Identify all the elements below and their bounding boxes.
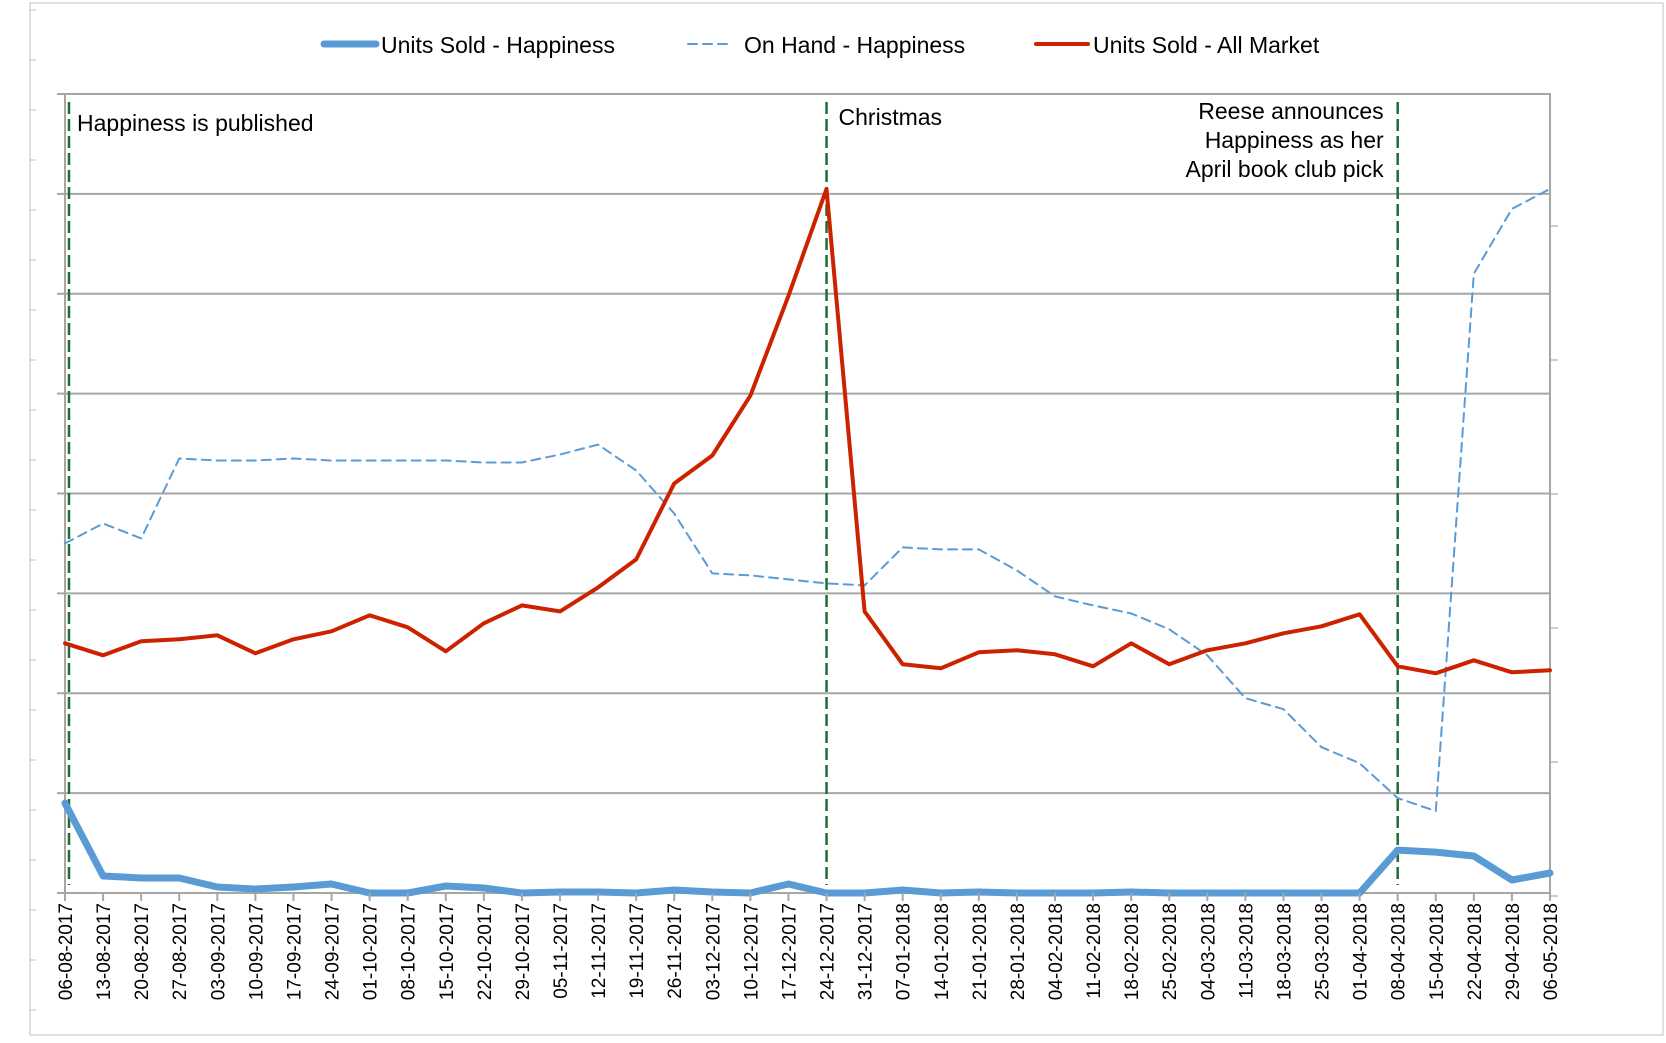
x-tick-label: 01-10-2017 <box>361 903 382 1000</box>
annotation-label: Christmas <box>839 104 943 130</box>
x-tick-label: 15-10-2017 <box>437 903 458 1000</box>
x-tick-label: 22-04-2018 <box>1465 903 1486 1000</box>
x-tick-label: 28-01-2018 <box>1008 903 1029 1000</box>
chart-frame <box>30 3 1663 1035</box>
x-tick-label: 18-02-2018 <box>1122 903 1143 1000</box>
x-tick-label: 26-11-2017 <box>665 903 686 999</box>
x-tick-label: 13-08-2017 <box>94 903 115 1000</box>
x-tick-label: 05-11-2017 <box>551 903 572 999</box>
x-tick-label: 03-09-2017 <box>208 903 229 1000</box>
x-tick-label: 21-01-2018 <box>970 903 991 1000</box>
annotation-label: Happiness as her <box>1205 127 1384 153</box>
x-tick-label: 18-03-2018 <box>1274 903 1295 1000</box>
x-tick-label: 12-11-2017 <box>589 903 610 999</box>
x-tick-label: 19-11-2017 <box>627 903 648 999</box>
x-tick-label: 27-08-2017 <box>170 903 191 1000</box>
x-tick-label: 24-09-2017 <box>323 903 344 1000</box>
x-tick-label: 31-12-2017 <box>856 903 877 1000</box>
x-tick-label: 07-01-2018 <box>894 903 915 1000</box>
x-tick-label: 25-03-2018 <box>1313 903 1334 1000</box>
annotation-label: Happiness is published <box>77 110 314 136</box>
x-tick-label: 17-09-2017 <box>284 903 305 1000</box>
x-tick-label: 10-09-2017 <box>246 903 267 1000</box>
legend-item[interactable]: Units Sold - All Market <box>1093 32 1320 58</box>
x-tick-label: 11-03-2018 <box>1236 903 1257 999</box>
legend-item[interactable]: On Hand - Happiness <box>744 32 965 58</box>
x-tick-label: 20-08-2017 <box>132 903 153 1000</box>
x-tick-label: 10-12-2017 <box>741 903 762 1000</box>
series-line-3 <box>65 189 1550 673</box>
x-tick-label: 04-02-2018 <box>1046 903 1067 1000</box>
x-tick-label: 22-10-2017 <box>475 903 496 1000</box>
x-tick-label: 25-02-2018 <box>1160 903 1181 1000</box>
x-tick-label: 17-12-2017 <box>779 903 800 1000</box>
x-tick-label: 14-01-2018 <box>932 903 953 1000</box>
x-tick-label: 11-02-2018 <box>1084 903 1105 999</box>
annotation-label: April book club pick <box>1186 156 1385 182</box>
x-tick-label: 04-03-2018 <box>1198 903 1219 1000</box>
x-tick-label: 24-12-2017 <box>818 903 839 1000</box>
series-line-1 <box>65 803 1550 893</box>
x-tick-label: 06-08-2017 <box>56 903 77 1000</box>
x-tick-label: 08-04-2018 <box>1389 903 1410 1000</box>
x-tick-label: 06-05-2018 <box>1541 903 1562 1000</box>
annotation-label: Reese announces <box>1198 98 1383 124</box>
x-tick-label: 29-10-2017 <box>513 903 534 1000</box>
x-tick-label: 08-10-2017 <box>399 903 420 1000</box>
x-tick-label: 01-04-2018 <box>1351 903 1372 1000</box>
legend-item[interactable]: Units Sold - Happiness <box>381 32 615 58</box>
x-tick-label: 15-04-2018 <box>1427 903 1448 1000</box>
series-line-2 <box>65 189 1550 811</box>
x-tick-label: 03-12-2017 <box>703 903 724 1000</box>
x-tick-label: 29-04-2018 <box>1503 903 1524 1000</box>
